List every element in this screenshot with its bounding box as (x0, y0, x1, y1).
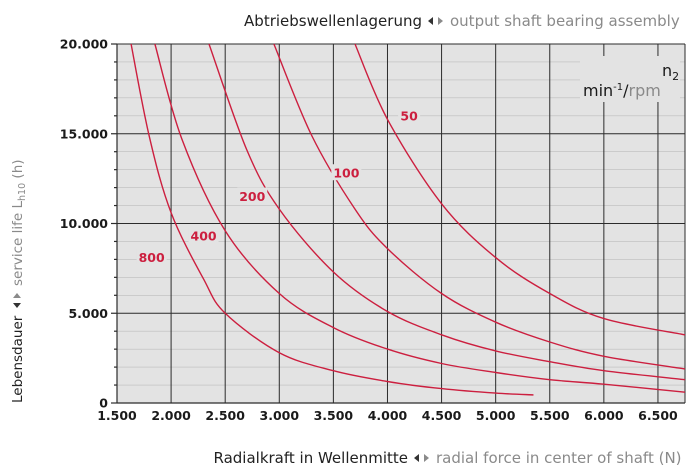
series-line-200 (208, 43, 686, 381)
series-line-100 (273, 43, 686, 370)
y-tick-label: 20.000 (60, 37, 109, 52)
series-label-bg (237, 187, 268, 204)
series-label-50: 50 (400, 108, 418, 123)
x-tick-label: 4.500 (422, 408, 462, 423)
series-label-400: 400 (191, 229, 217, 244)
x-tick-label: 6.000 (584, 408, 624, 423)
series-line-400 (154, 43, 686, 393)
x-axis-label: Radialkraft in Wellenmitte radial force … (213, 449, 681, 467)
xlabel-german: Radialkraft in Wellenmitte (213, 449, 408, 467)
ylabel-arrow-right-icon (13, 293, 21, 298)
series-label-bg (136, 248, 167, 265)
x-tick-label: 1.500 (97, 408, 137, 423)
x-tick-label: 5.000 (476, 408, 516, 423)
axes (111, 43, 685, 404)
ylabel-english: service life Lh10 (h) (10, 159, 28, 286)
series-label-bg (398, 106, 421, 123)
series-label-200: 200 (239, 189, 265, 204)
series-label-bg (331, 164, 362, 181)
xlabel-english: radial force in center of shaft (N) (436, 449, 682, 467)
ylabel-german: Lebensdauer (10, 315, 26, 403)
chart-title: Abtriebswellenlagerung output shaft bear… (244, 12, 680, 30)
x-tick-label: 6.500 (638, 408, 678, 423)
y-tick-label: 5.000 (68, 306, 108, 321)
title-german: Abtriebswellenlagerung (244, 12, 422, 30)
series-labels: 50 100 200 400 800 (136, 106, 421, 265)
arrow-left-icon (428, 17, 433, 25)
x-tick-label: 4.000 (368, 408, 408, 423)
series-label-100: 100 (333, 166, 359, 181)
legend-symbol: n2 (662, 61, 679, 83)
y-axis-label: Lebensdauer service life Lh10 (h) (10, 159, 28, 403)
series-lines (130, 43, 686, 396)
legend-title: n2 min-1/rpm (580, 56, 680, 102)
y-tick-label: 10.000 (60, 216, 109, 231)
series-line-50 (354, 43, 686, 336)
series-label-bg (188, 227, 219, 244)
ylabel-arrow-left-icon (13, 303, 21, 308)
x-tick-label: 2.000 (151, 408, 191, 423)
major-grid (116, 43, 686, 404)
y-tick-labels: 0 5.000 10.000 15.000 20.000 (60, 37, 109, 411)
series-line-800 (130, 43, 534, 396)
legend-unit: min-1/rpm (583, 81, 661, 100)
x-tick-label: 3.000 (260, 408, 300, 423)
legend-bg (580, 56, 680, 102)
title-english: output shaft bearing assembly (450, 12, 680, 30)
x-tick-label: 2.500 (205, 408, 245, 423)
y-tick-label: 0 (99, 396, 108, 411)
xlabel-arrow-left-icon (414, 454, 419, 462)
arrow-right-icon (438, 17, 443, 25)
xlabel-arrow-right-icon (424, 454, 429, 462)
series-label-800: 800 (139, 250, 165, 265)
x-tick-labels: 1.500 2.000 2.500 3.000 3.500 4.000 4.500 5.000… (97, 408, 678, 423)
x-tick-label: 5.500 (530, 408, 570, 423)
y-tick-label: 15.000 (60, 126, 109, 141)
x-tick-label: 3.500 (314, 408, 354, 423)
